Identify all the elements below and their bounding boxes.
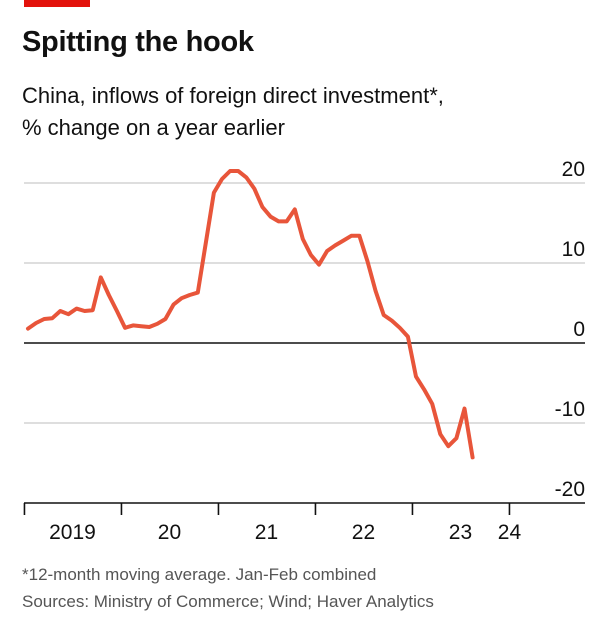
- chart-title: Spitting the hook: [22, 26, 254, 58]
- y-tick-label: 0: [573, 318, 585, 341]
- subtitle-line-1: China, inflows of foreign direct investm…: [22, 83, 444, 108]
- x-tick-label: 21: [255, 521, 278, 544]
- chart-footnote: *12-month moving average. Jan-Feb combin…: [22, 561, 434, 615]
- x-tick-label: 22: [352, 521, 375, 544]
- y-tick-label: -20: [555, 478, 585, 501]
- brand-accent-bar: [24, 0, 90, 7]
- fdi-series-line: [26, 169, 475, 460]
- x-tick-label: 24: [498, 521, 522, 544]
- y-tick-label: -10: [555, 398, 585, 421]
- chart-subtitle: China, inflows of foreign direct investm…: [22, 80, 582, 144]
- x-tick-label: 23: [449, 521, 472, 544]
- y-tick-label: 20: [562, 158, 585, 181]
- footnote-sources: Sources: Ministry of Commerce; Wind; Hav…: [22, 592, 434, 611]
- x-tick-label: 20: [158, 521, 181, 544]
- footnote-note: *12-month moving average. Jan-Feb combin…: [22, 565, 377, 584]
- y-tick-label: 10: [562, 238, 585, 261]
- subtitle-line-2: % change on a year earlier: [22, 115, 285, 140]
- x-tick-label: 2019: [49, 521, 96, 544]
